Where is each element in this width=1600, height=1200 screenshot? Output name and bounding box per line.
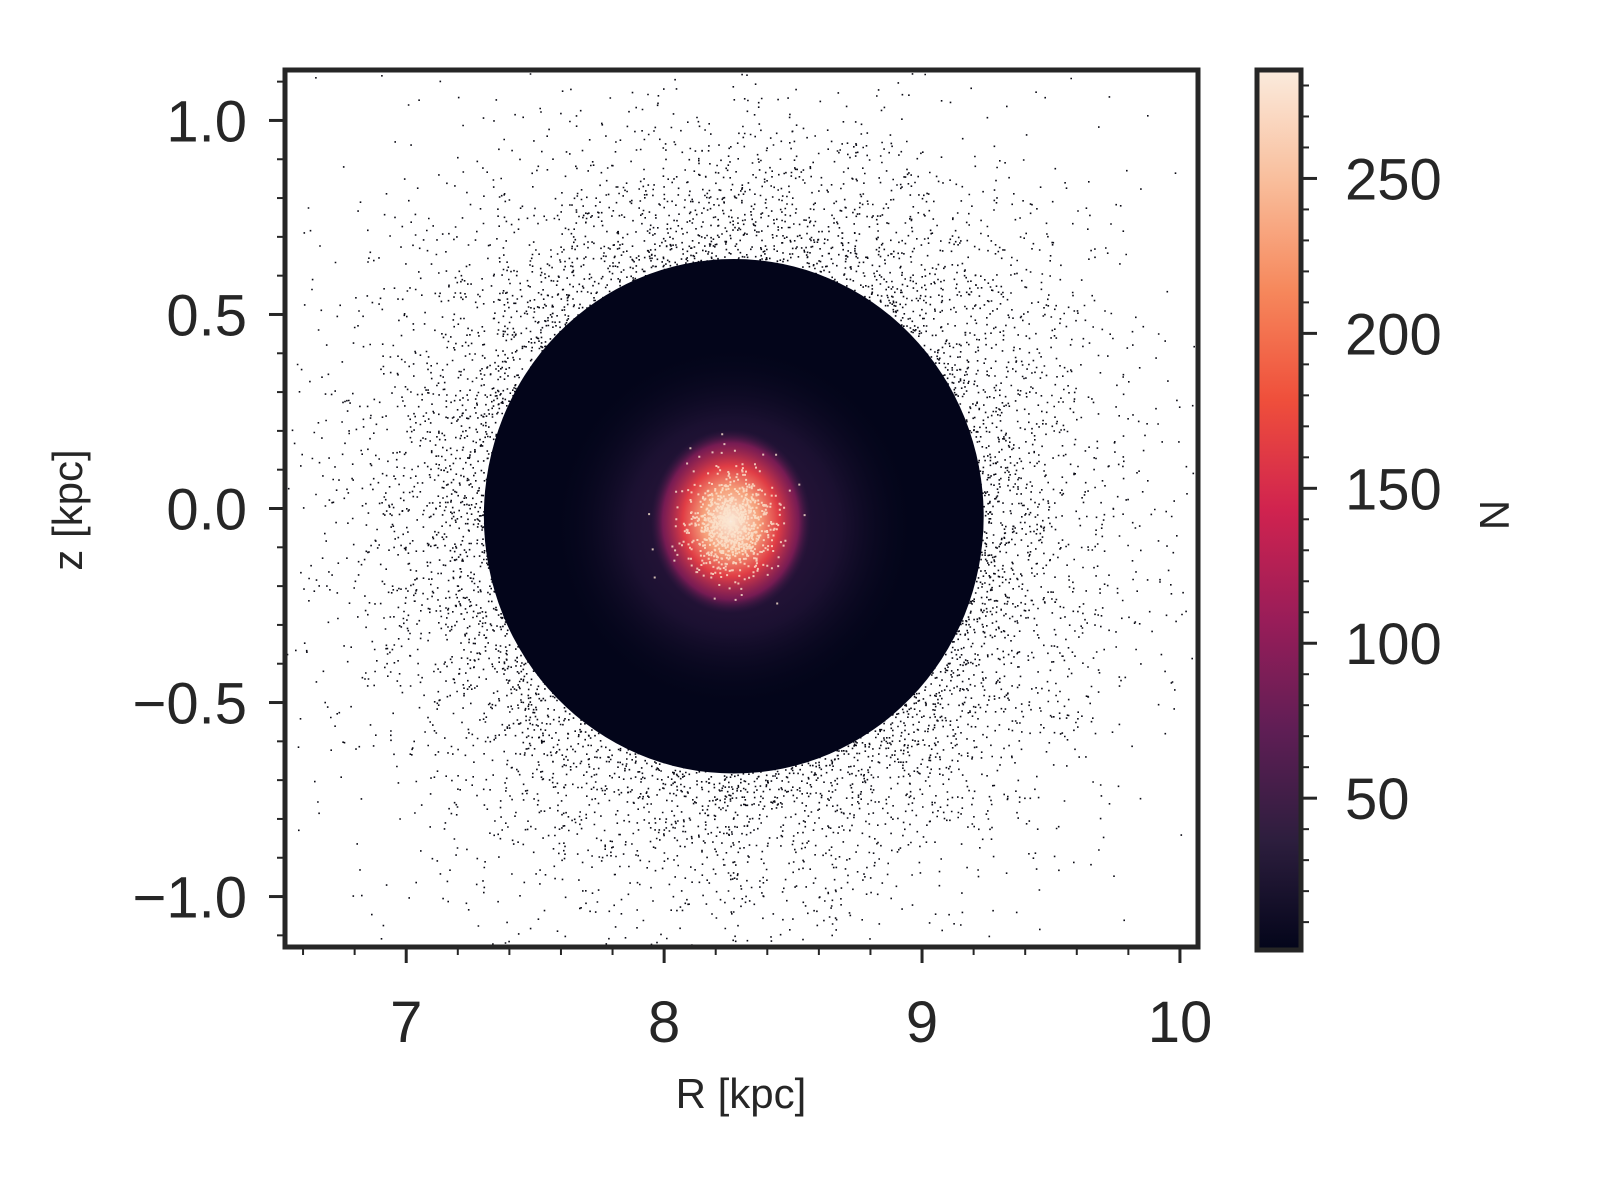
x-axis-label: R [kpc] [676, 1070, 807, 1117]
y-axis: −1.0 −0.5 0.0 0.5 1.0 [133, 80, 285, 937]
x-axis: 7 8 9 10 [302, 947, 1213, 1055]
y-tick-label: −1.0 [133, 866, 248, 931]
y-tick-label: 0.5 [166, 283, 247, 348]
x-tick-label: 10 [1148, 990, 1213, 1055]
y-tick-label: −0.5 [133, 672, 248, 737]
peak-core [650, 429, 811, 614]
colorbar-tick-label: 250 [1345, 147, 1442, 212]
y-tick-label: 1.0 [166, 89, 247, 154]
colorbar-tick-label: 200 [1345, 302, 1442, 367]
colorbar-tick-label: 150 [1345, 457, 1442, 522]
colorbar-label: N [1471, 500, 1518, 530]
x-tick-label: 8 [648, 990, 680, 1055]
colorbar-tick-label: 50 [1345, 767, 1410, 832]
y-axis-label: z [kpc] [44, 449, 91, 570]
colorbar: 50 100 150 200 250 N [1254, 67, 1518, 953]
plot-area [285, 70, 1198, 947]
peak-speckle [648, 433, 806, 605]
density-blob [483, 258, 984, 774]
colorbar-frame [1254, 67, 1304, 953]
x-tick-label: 7 [390, 990, 422, 1055]
y-tick-label: 0.0 [166, 478, 247, 543]
colorbar-ticks: 50 100 150 200 250 [1301, 84, 1442, 924]
x-tick-label: 9 [906, 990, 938, 1055]
colorbar-fill [1257, 70, 1301, 950]
colorbar-tick-label: 100 [1345, 612, 1442, 677]
